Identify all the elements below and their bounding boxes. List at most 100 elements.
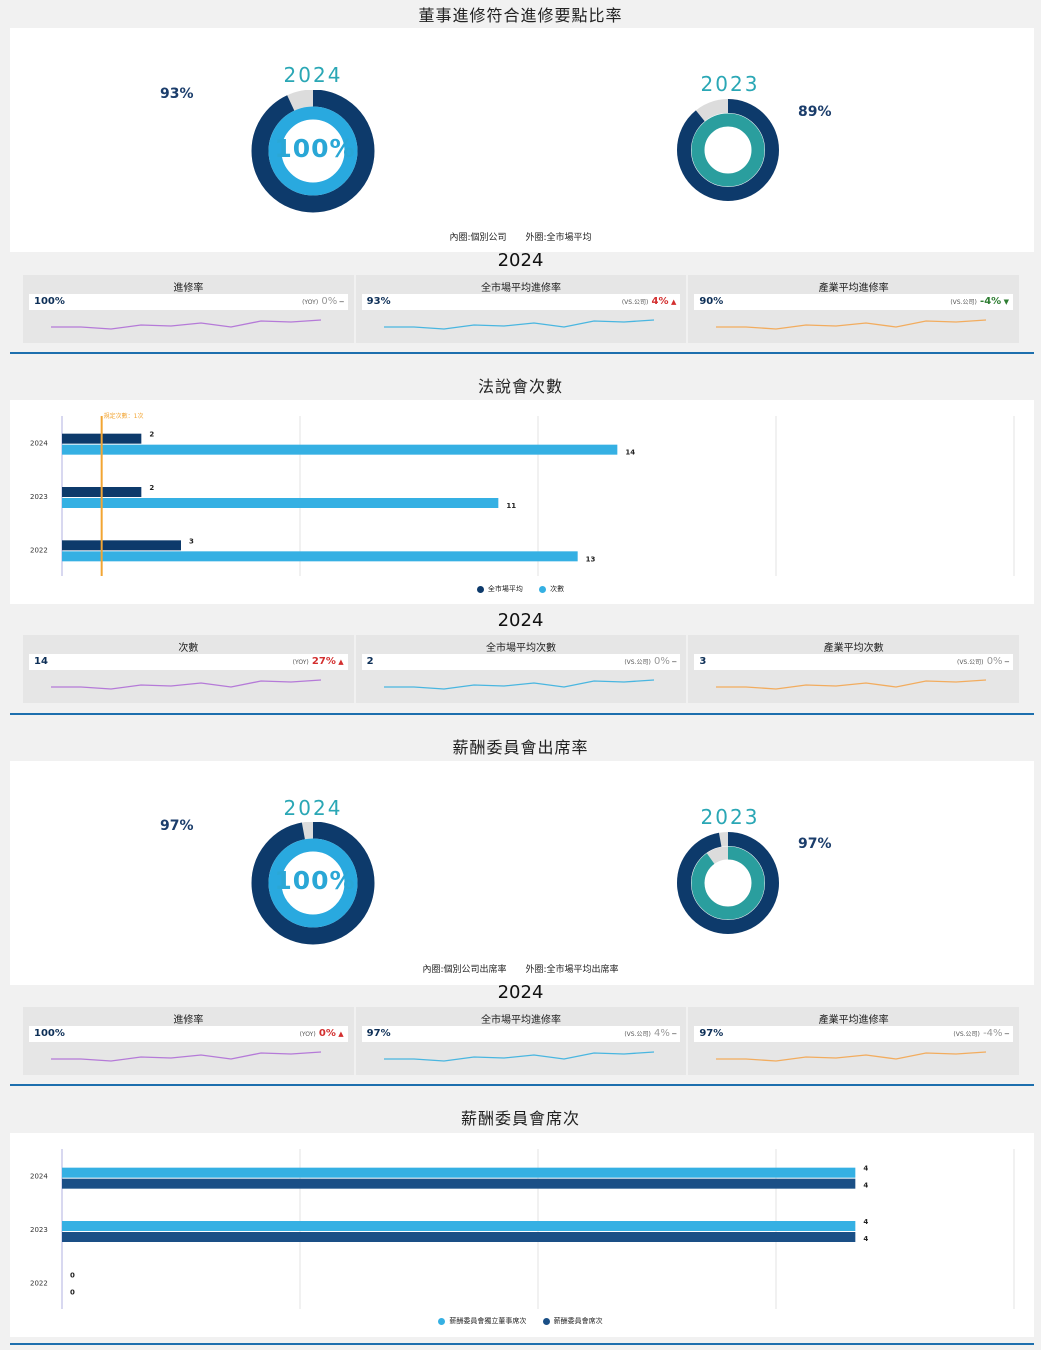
kpi-compare-value: -4%	[983, 1028, 1003, 1039]
kpi-compare: (VS.公司) 4% ━	[624, 1028, 676, 1039]
committee-seats-chart: 2024 4 4 2023 4 4 2022 0 0	[30, 1149, 1015, 1309]
donut2-2023-center: 90%	[712, 875, 744, 890]
kpi-card: 全市場平均進修率 93% (VS.公司) 4% ▲	[355, 275, 687, 343]
bar	[62, 498, 499, 508]
kpi-sparkline	[716, 319, 987, 330]
category-label: 2022	[30, 546, 48, 554]
kpi-title: 全市場平均進修率	[481, 1015, 561, 1026]
kpi-compare-value: -4%	[980, 296, 1002, 307]
legend-dot-seats	[542, 1317, 550, 1325]
data-label: 4	[863, 1182, 868, 1190]
data-label: 14	[625, 449, 635, 457]
kpi-title: 產業平均進修率	[818, 1015, 889, 1026]
trend-flat-icon: ━	[669, 658, 677, 666]
kpi-row: 100% (YOY) 0% ▲	[29, 1026, 348, 1042]
kpi-value: 93%	[366, 296, 391, 307]
donut2-2024-outer-arc	[251, 822, 375, 945]
kpi-value: 97%	[366, 1028, 391, 1039]
reference-line-label: 規定次數：1次	[104, 412, 144, 420]
chart1-legend: 全市場平均 次數	[0, 584, 1041, 594]
kpi-compare-value: 0%	[986, 656, 1003, 667]
kpi-value: 14	[34, 656, 48, 667]
section2-cards: 次數 14 (YOY) 27% ▲ 全市場平均次數 2 (VS.公司) 0% ━ 產業平均次…	[23, 635, 1020, 703]
kpi-card: 產業平均進修率 90% (VS.公司) -4% ▼	[688, 275, 1020, 343]
donut2-2024	[251, 822, 375, 945]
kpi-compare-label: (VS.公司)	[624, 659, 651, 666]
data-label: 4	[863, 1165, 868, 1173]
trend-flat-icon: ━	[1002, 1030, 1010, 1038]
donut2-2023-inner-arc	[691, 846, 765, 920]
bar	[62, 551, 578, 562]
kpi-sparkline	[383, 319, 654, 330]
kpi-compare-label: (VS.公司)	[956, 659, 984, 666]
kpi-sparkline	[51, 679, 322, 690]
section3-divider	[10, 1084, 1034, 1086]
donut1-2024-inner-arc	[268, 106, 358, 196]
meeting-count-chart: 2024 2 14 2023 2 11 2022 3 13 規定次數：1次	[30, 412, 1015, 576]
kpi-sparkline	[51, 319, 322, 330]
kpi-compare: (VS.公司) 4% ▲	[622, 296, 677, 307]
section4-divider	[10, 1343, 1034, 1345]
kpi-card: 進修率 100% (YOY) 0% ━	[23, 275, 354, 343]
section3-panel	[10, 761, 1034, 985]
category-label: 2022	[30, 1279, 48, 1287]
data-label: 3	[189, 537, 194, 545]
kpi-title: 產業平均進修率	[818, 283, 889, 294]
kpi-compare-value: 0%	[321, 296, 338, 307]
kpi-compare-label: (YOY)	[302, 299, 319, 306]
kpi-value: 97%	[699, 1028, 724, 1039]
data-label: 4	[863, 1218, 868, 1226]
kpi-compare-label: (VS.公司)	[953, 1031, 980, 1038]
category-label: 2024	[30, 1173, 48, 1181]
kpi-row: 90% (VS.公司) -4% ▼	[694, 294, 1014, 310]
kpi-compare-label: (YOY)	[299, 1031, 316, 1038]
kpi-card: 產業平均進修率 97% (VS.公司) -4% ━	[688, 1007, 1020, 1075]
kpi-compare-value: 0%	[654, 656, 670, 667]
kpi-card: 產業平均次數 3 (VS.公司) 0% ━	[688, 635, 1020, 703]
donut2-2024-center: 100%	[274, 866, 356, 895]
donut2-legend-inner: 內圈:個別公司出席率	[422, 965, 507, 975]
donut1-2023-outer-arc	[677, 99, 779, 201]
kpi-title: 全市場平均進修率	[481, 283, 561, 294]
kpi-compare: (YOY) 0% ▲	[300, 1028, 344, 1039]
kpi-compare: (VS.公司) 0% ━	[624, 656, 676, 667]
donut1-2023	[677, 99, 779, 201]
bar	[62, 1221, 856, 1231]
category-label: 2023	[30, 493, 48, 501]
donut1-2024-outer-label: 93%	[160, 86, 194, 102]
donut1-2024-center: 100%	[274, 134, 356, 163]
kpi-title: 產業平均次數	[823, 643, 884, 654]
section1-panel	[10, 28, 1034, 252]
kpi-compare-label: (YOY)	[292, 659, 309, 666]
data-label: 11	[506, 502, 516, 510]
donut2-2023	[677, 832, 779, 934]
kpi-sparkline	[716, 679, 987, 690]
kpi-sparkline	[716, 1051, 987, 1062]
donut1-2024-outer-arc	[251, 90, 375, 213]
kpi-value: 2	[366, 656, 374, 667]
legend-count: 次數	[550, 585, 565, 593]
donut1-2023-center: 100%	[707, 143, 749, 158]
kpi-compare-value: 0%	[318, 1028, 336, 1039]
kpi-compare: (VS.公司) 0% ━	[957, 656, 1009, 667]
trend-flat-icon: ━	[337, 298, 344, 306]
trend-up-icon: ▲	[668, 298, 677, 306]
kpi-row: 14 (YOY) 27% ▲	[29, 654, 348, 670]
data-label: 2	[149, 431, 154, 439]
category-label: 2024	[30, 440, 48, 448]
section2-divider	[10, 713, 1034, 715]
donut1-legend-outer: 外圈:全市場平均	[525, 233, 592, 243]
kpi-sparkline	[383, 679, 654, 690]
legend-market-avg: 全市場平均	[487, 585, 523, 593]
section1-cards-year: 2024	[497, 250, 544, 271]
kpi-compare-label: (VS.公司)	[624, 1031, 651, 1038]
section2-title: 法說會次數	[477, 377, 563, 396]
kpi-value: 3	[699, 656, 707, 667]
legend-independent: 薪酬委員會獨立董事席次	[449, 1317, 527, 1325]
kpi-value: 100%	[34, 1028, 65, 1039]
kpi-compare-value: 27%	[311, 656, 336, 667]
section2-cards-year: 2024	[497, 610, 544, 631]
bar	[62, 444, 618, 455]
kpi-row: 100% (YOY) 0% ━	[29, 294, 348, 310]
kpi-card: 進修率 100% (YOY) 0% ▲	[23, 1007, 354, 1075]
